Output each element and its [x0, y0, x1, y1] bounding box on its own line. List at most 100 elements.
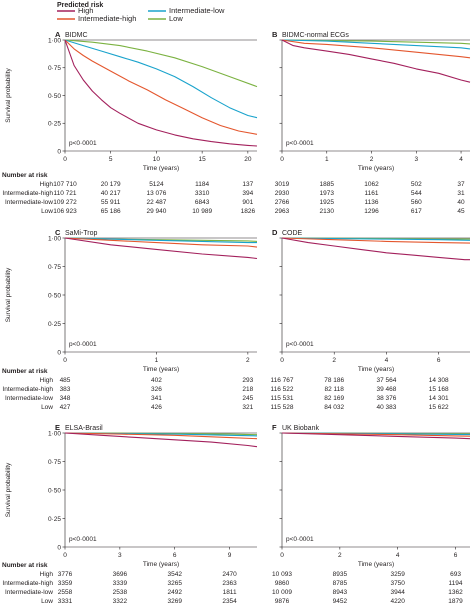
x-axis-label: Time (years) [358, 366, 394, 373]
x-tick-label: 15 [199, 156, 207, 163]
x-axis-label: Time (years) [143, 561, 179, 568]
legend-label: Intermediate-high [78, 14, 136, 23]
at-risk-value: 1184 [195, 181, 209, 188]
at-risk-value: 3359 [58, 580, 73, 587]
y-tick-label: 1·00 [48, 430, 61, 437]
x-axis-label: Time (years) [358, 165, 394, 172]
at-risk-value: 22 487 [146, 199, 166, 206]
at-risk-value: 3322 [113, 598, 128, 603]
risk-group-label: Low [41, 404, 53, 411]
number-at-risk-label: Number at risk [2, 172, 48, 179]
legend-label: High [78, 6, 93, 15]
at-risk-value: 37 564 [376, 377, 396, 384]
panels: A BIDMC 0 0·25 0·50 0·75 1·00 Survival probabil… [2, 30, 471, 603]
panel-f: F UK Biobank 0 2 4 6 Time (years) p<0·0001 10 09… [272, 423, 471, 603]
series-intermediate-high [281, 237, 471, 244]
at-risk-value: 1811 [223, 589, 237, 596]
panel-b: B BIDMC-normal ECGs 0 1 2 3 4 Time (years) p<0·0… [272, 30, 471, 215]
panel-c: C SaMi-Trop 0 0·25 0·50 0·75 1·00 Survival prob… [2, 228, 258, 411]
at-risk-value: 8943 [333, 589, 348, 596]
at-risk-value: 544 [411, 190, 422, 197]
panel-letter: C [55, 228, 61, 237]
y-tick-label: 0 [57, 349, 61, 356]
panel-letter: E [55, 423, 60, 432]
at-risk-value: 1194 [449, 580, 463, 587]
x-tick-label: 9 [228, 552, 232, 559]
panel-a: A BIDMC 0 0·25 0·50 0·75 1·00 Survival probabil… [2, 30, 258, 215]
x-tick-label: 6 [173, 552, 177, 559]
at-risk-value: 5124 [149, 181, 164, 188]
y-axis-label: Survival probability [5, 462, 12, 517]
x-tick-label: 2 [246, 357, 250, 364]
legend-title: Predicted risk [57, 2, 103, 9]
risk-group-label: High [40, 377, 54, 384]
series-high [64, 432, 258, 448]
y-tick-label: 0·75 [48, 65, 61, 72]
at-risk-value: 617 [411, 208, 422, 215]
at-risk-value: 8935 [333, 571, 348, 578]
at-risk-value: 3542 [167, 571, 182, 578]
series-high [281, 39, 471, 83]
panel-title: BIDMC-normal ECGs [282, 32, 349, 39]
y-tick-label: 1·00 [48, 235, 61, 242]
x-tick-label: 6 [437, 357, 441, 364]
at-risk-value: 293 [242, 377, 253, 384]
at-risk-value: 693 [450, 571, 461, 578]
at-risk-value: 341 [151, 395, 162, 402]
at-risk-value: 2766 [275, 199, 290, 206]
at-risk-value: 45 [457, 208, 465, 215]
at-risk-value: 109 272 [53, 199, 77, 206]
legend-label: Intermediate-low [169, 6, 225, 15]
at-risk-value: 3331 [58, 598, 73, 603]
risk-group-label: High [40, 181, 54, 188]
at-risk-value: 20 179 [101, 181, 121, 188]
p-value: p<0·0001 [286, 140, 314, 147]
series-high [281, 237, 470, 261]
at-risk-value: 15 168 [429, 386, 449, 393]
y-tick-label: 0·50 [48, 292, 61, 299]
at-risk-value: 3750 [390, 580, 405, 587]
at-risk-value: 2558 [58, 589, 73, 596]
at-risk-value: 6843 [195, 199, 210, 206]
panel-letter: D [272, 228, 278, 237]
at-risk-value: 107 710 [53, 181, 77, 188]
x-tick-label: 4 [396, 552, 400, 559]
series-intermediate-low [281, 237, 471, 241]
y-tick-label: 0·25 [48, 321, 61, 328]
at-risk-value: 326 [151, 386, 162, 393]
at-risk-value: 15 622 [429, 404, 449, 411]
at-risk-value: 40 [457, 199, 465, 206]
panel-title: BIDMC [65, 32, 88, 39]
at-risk-value: 3944 [390, 589, 405, 596]
at-risk-value: 245 [242, 395, 253, 402]
x-tick-label: 6 [454, 552, 458, 559]
at-risk-value: 383 [60, 386, 71, 393]
at-risk-value: 9860 [275, 580, 290, 587]
at-risk-value: 1925 [320, 199, 335, 206]
at-risk-value: 402 [151, 377, 162, 384]
at-risk-value: 3269 [167, 598, 182, 603]
at-risk-value: 106 923 [53, 208, 77, 215]
at-risk-value: 1296 [364, 208, 379, 215]
x-tick-label: 20 [244, 156, 252, 163]
y-tick-label: 0·75 [48, 264, 61, 271]
y-tick-label: 0·50 [48, 93, 61, 100]
risk-group-label: Intermediate-high [2, 580, 53, 587]
at-risk-value: 1973 [320, 190, 335, 197]
x-tick-label: 0 [280, 552, 284, 559]
at-risk-value: 1879 [448, 598, 463, 603]
at-risk-value: 37 [457, 181, 465, 188]
at-risk-value: 65 186 [101, 208, 121, 215]
risk-group-label: Intermediate-high [2, 190, 53, 197]
at-risk-value: 1161 [365, 190, 379, 197]
series-intermediate-high [64, 237, 258, 248]
p-value: p<0·0001 [69, 536, 97, 543]
series-high [281, 432, 471, 440]
at-risk-value: 84 032 [324, 404, 344, 411]
at-risk-value: 2130 [320, 208, 335, 215]
at-risk-value: 218 [242, 386, 253, 393]
at-risk-value: 10 093 [272, 571, 292, 578]
y-tick-label: 0 [57, 148, 61, 155]
y-tick-label: 0·75 [48, 459, 61, 466]
at-risk-value: 29 940 [146, 208, 166, 215]
